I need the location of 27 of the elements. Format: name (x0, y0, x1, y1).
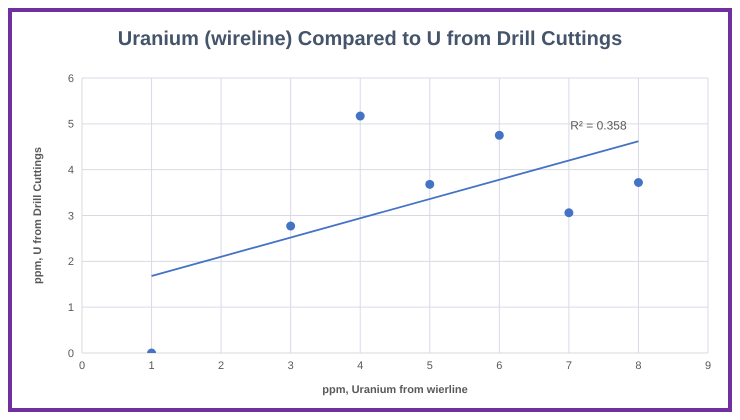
x-tick-label: 2 (218, 360, 224, 372)
x-tick-label: 7 (566, 360, 572, 372)
chart-title: Uranium (wireline) Compared to U from Drill Cuttings (116, 28, 624, 52)
annotation: R² = 0.358 (570, 118, 627, 132)
point (356, 112, 365, 121)
x-tick-label: 6 (496, 360, 502, 372)
x-axis-title: ppm, Uranium from wierline (322, 384, 468, 396)
point (494, 130, 504, 140)
point (425, 180, 434, 189)
y-tick-label: 3 (68, 210, 74, 222)
x-tick-label: 3 (288, 360, 294, 372)
y-tick-label: 1 (68, 302, 74, 314)
x-tick-label: 9 (704, 360, 712, 372)
y-tick-label: 6 (68, 72, 74, 85)
y-tick-label: 5 (68, 118, 74, 131)
y-axis-title: ppm, U from Drill Cuttings (32, 147, 44, 284)
y-tick-label: 4 (68, 164, 74, 177)
y-tick-label: 2 (68, 256, 74, 268)
point (564, 208, 574, 218)
x-tick-label: 4 (357, 360, 364, 372)
y-tick-label: 0 (68, 348, 74, 360)
point (634, 178, 643, 187)
x-tick-label: 0 (78, 360, 86, 372)
point (286, 222, 296, 231)
x-tick-label: 8 (635, 360, 642, 372)
x-tick-label: 1 (148, 360, 155, 372)
x-tick-label: 5 (426, 360, 433, 372)
